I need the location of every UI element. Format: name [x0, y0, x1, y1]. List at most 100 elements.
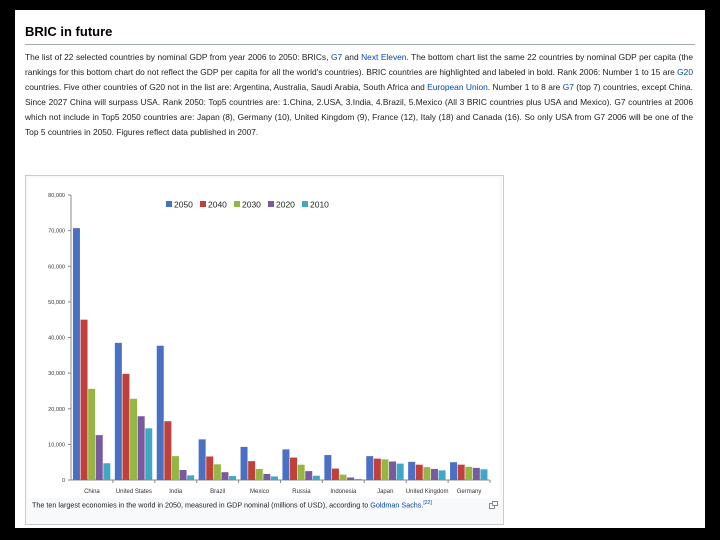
slide-page: BRIC in future The list of 22 selected c… — [15, 10, 705, 528]
bar-2040-russia — [290, 457, 298, 480]
x-tick-label: United Kingdom — [406, 489, 449, 495]
legend-swatch-2040 — [200, 201, 206, 207]
bar-2010-mexico — [270, 476, 278, 480]
x-tick-label: India — [169, 489, 183, 495]
y-tick-label: 10,000 — [48, 442, 65, 448]
bar-2030-brazil — [213, 464, 221, 480]
y-tick-label: 60,000 — [48, 264, 65, 270]
x-tick-label: United States — [116, 489, 152, 495]
paragraph-text: . The bottom chart list the same 22 coun… — [25, 52, 693, 77]
bar-2050-mexico — [240, 446, 248, 480]
paragraph-text: countries. Five other countries of G20 n… — [25, 82, 428, 92]
bar-2020-brazil — [221, 472, 229, 480]
paragraph-link[interactable]: European Union — [427, 82, 488, 92]
caption-period: . — [421, 500, 424, 510]
section-paragraph: The list of 22 selected countries by nom… — [25, 50, 693, 140]
bar-2040-united-kingdom — [415, 464, 423, 480]
gdp-bar-chart: 0 10,000 20,000 30,000 40,000 50,000 60,000 70,… — [48, 193, 491, 495]
x-tick-label: Germany — [457, 489, 482, 495]
bar-2050-china — [72, 228, 80, 480]
figure-thumbnail: 0 10,000 20,000 30,000 40,000 50,000 60,000 70,… — [25, 175, 504, 525]
bar-2040-brazil — [206, 456, 214, 480]
x-tick-label: Indonesia — [330, 489, 357, 495]
caption-text: The ten largest economies in the world i… — [32, 500, 371, 510]
y-tick-label: 40,000 — [48, 336, 65, 342]
bar-2030-russia — [297, 464, 305, 480]
bar-2050-russia — [282, 449, 290, 480]
x-tick-label: Russia — [292, 489, 311, 495]
bar-2020-india — [179, 470, 187, 480]
paragraph-text: . Number 1 to 8 are — [487, 82, 563, 92]
legend-swatch-2030 — [234, 201, 240, 207]
legend-label-2040: 2040 — [208, 200, 227, 210]
bar-2010-china — [103, 463, 111, 480]
paragraph-text: The list of 22 selected countries by nom… — [25, 52, 331, 62]
bar-2030-mexico — [255, 468, 263, 480]
paragraph-text: and — [342, 52, 362, 62]
bar-2030-united-states — [130, 398, 138, 480]
bar-2020-russia — [305, 471, 313, 480]
bar-2030-china — [88, 388, 96, 480]
magnify-clip-icon[interactable] — [489, 501, 498, 509]
bar-2040-japan — [373, 458, 381, 480]
bar-2050-united-kingdom — [408, 461, 416, 480]
bar-2050-japan — [366, 456, 374, 480]
bar-2030-indonesia — [339, 474, 347, 480]
chart-area: 0 10,000 20,000 30,000 40,000 50,000 60,000 70,… — [28, 178, 499, 498]
y-tick-label: 30,000 — [48, 371, 65, 377]
paragraph-link[interactable]: G20 — [677, 67, 693, 77]
bar-2050-india — [156, 345, 164, 480]
bar-2050-germany — [450, 462, 458, 480]
y-tick-label: 20,000 — [48, 407, 65, 413]
y-tick-label: 50,000 — [48, 300, 65, 306]
bar-2020-indonesia — [347, 477, 355, 480]
legend-swatch-2050 — [166, 201, 172, 207]
y-tick-label: 70,000 — [48, 229, 65, 235]
bar-2030-germany — [465, 466, 473, 480]
bar-2040-china — [80, 319, 88, 480]
legend-label-2010: 2010 — [310, 200, 329, 210]
bar-2010-india — [187, 475, 195, 480]
bar-2010-indonesia — [354, 478, 362, 480]
paragraph-link[interactable]: Next Eleven — [361, 52, 407, 62]
bar-2020-united-states — [137, 416, 145, 480]
bar-2040-mexico — [248, 461, 256, 480]
legend-label-2020: 2020 — [276, 200, 295, 210]
bar-2010-russia — [312, 475, 320, 480]
legend-swatch-2020 — [268, 201, 274, 207]
bar-2010-germany — [480, 469, 488, 480]
bar-2010-united-kingdom — [438, 470, 446, 480]
bar-2040-india — [164, 421, 172, 480]
legend-swatch-2010 — [302, 201, 308, 207]
section-heading: BRIC in future — [25, 24, 113, 39]
x-tick-label: Japan — [377, 489, 393, 495]
y-tick-label: 80,000 — [48, 193, 65, 199]
bar-2040-germany — [457, 464, 465, 480]
x-tick-label: Brazil — [210, 489, 225, 495]
paragraph-link[interactable]: G7 — [562, 82, 574, 92]
bar-2010-brazil — [229, 476, 237, 480]
bar-2020-china — [95, 435, 103, 480]
bar-2030-united-kingdom — [423, 467, 431, 480]
legend-label-2050: 2050 — [174, 200, 193, 210]
caption-reference-link[interactable]: [22] — [423, 500, 432, 506]
heading-divider — [25, 44, 695, 45]
bar-2010-japan — [396, 463, 404, 480]
x-tick-label: Mexico — [250, 489, 270, 495]
paragraph-link[interactable]: G7 — [330, 52, 343, 62]
bar-2030-india — [171, 456, 179, 480]
bar-2050-indonesia — [324, 455, 332, 480]
bar-2010-united-states — [145, 428, 153, 480]
bar-2040-united-states — [122, 373, 130, 480]
bar-2020-mexico — [263, 473, 271, 480]
bar-2050-united-states — [114, 342, 122, 480]
y-tick-label: 0 — [62, 478, 65, 484]
paragraph-text: (top 7) countries, except China. Since 2… — [25, 82, 693, 137]
bar-2020-united-kingdom — [430, 468, 438, 480]
bar-2030-japan — [381, 459, 389, 480]
bar-2050-brazil — [198, 439, 206, 480]
bar-2020-germany — [472, 467, 480, 480]
legend-label-2030: 2030 — [242, 200, 261, 210]
caption-link-goldman-sachs[interactable]: Goldman Sachs — [370, 500, 422, 510]
bar-2040-indonesia — [331, 468, 339, 480]
